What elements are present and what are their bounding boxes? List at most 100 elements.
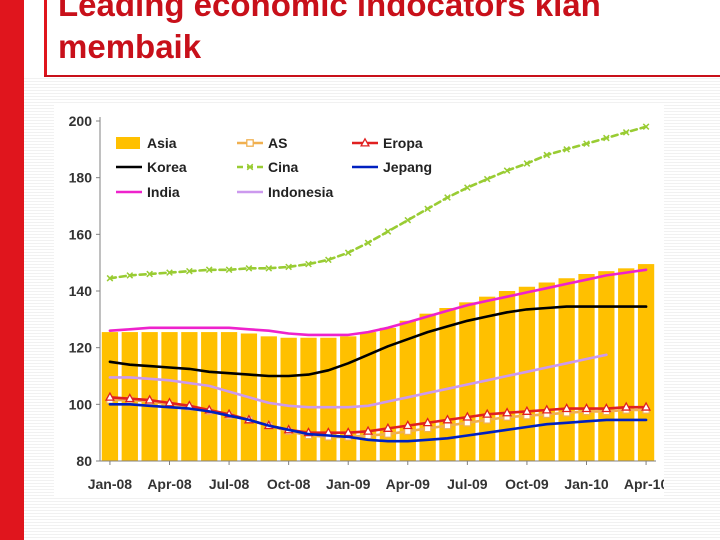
y-tick-label: 180 <box>69 170 93 186</box>
legend-label-jepang: Jepang <box>383 159 432 175</box>
y-tick-label: 160 <box>69 226 93 242</box>
point-eropa <box>343 427 354 437</box>
legend-swatch-asia <box>116 137 140 149</box>
bar-asia <box>220 332 238 461</box>
title-horizontal-rule <box>44 75 720 77</box>
x-tick-label: Jul-08 <box>209 476 250 492</box>
point-cina <box>563 146 570 153</box>
y-tick-label: 80 <box>76 453 92 469</box>
point-cina <box>205 266 213 274</box>
point-cina <box>344 249 352 257</box>
point-cina <box>265 265 273 272</box>
bar-asia <box>538 282 555 461</box>
point-cina <box>384 228 392 235</box>
point-cina <box>186 267 193 275</box>
point-eropa <box>124 393 135 403</box>
x-tick-label: Jan-08 <box>88 476 133 492</box>
y-tick-label: 120 <box>69 340 93 356</box>
x-tick-label: Oct-09 <box>505 476 549 492</box>
point-eropa <box>581 403 592 413</box>
title-vertical-rule <box>44 0 47 75</box>
point-cina <box>245 265 253 272</box>
legend-label-asia: Asia <box>147 135 177 151</box>
point-eropa <box>502 407 513 417</box>
bar-asia <box>181 332 198 461</box>
point-cina <box>305 260 312 268</box>
series-line-korea <box>108 305 648 378</box>
legend-label-indonesia: Indonesia <box>268 184 334 200</box>
point-cina <box>543 151 551 159</box>
series-line-jepang <box>108 403 648 443</box>
x-tick-label: Jan-10 <box>564 476 609 492</box>
legend-marker-eropa <box>360 137 370 147</box>
point-eropa <box>402 420 413 430</box>
series-line-cina <box>108 125 648 280</box>
point-cina <box>424 205 431 213</box>
legend-label-as: AS <box>268 135 287 151</box>
x-tick-label: Apr-09 <box>386 476 431 492</box>
point-cina <box>603 134 610 142</box>
point-eropa <box>144 394 155 404</box>
point-cina <box>642 123 650 130</box>
x-tick-label: Jan-09 <box>326 476 371 492</box>
series-line-india <box>108 268 648 337</box>
legend-marker-cina <box>246 163 254 171</box>
point-cina <box>166 269 173 276</box>
point-cina <box>225 266 233 274</box>
point-cina <box>285 263 292 271</box>
bar-asia <box>598 271 615 461</box>
bar-asia <box>161 332 178 461</box>
y-tick-label: 200 <box>69 113 93 129</box>
point-eropa <box>462 411 473 421</box>
point-cina <box>503 167 511 174</box>
x-tick-label: Jul-09 <box>447 476 488 492</box>
bar-asia <box>637 264 655 461</box>
point-cina <box>325 256 332 264</box>
x-tick-label: Apr-08 <box>147 476 192 492</box>
point-cina <box>464 184 471 191</box>
bar-asia <box>201 332 218 461</box>
bar-asia <box>578 274 595 461</box>
point-cina <box>483 175 491 183</box>
point-eropa <box>363 425 374 435</box>
series-line-eropa <box>108 396 648 434</box>
series-line-indonesia <box>108 353 608 409</box>
y-tick-label: 140 <box>69 283 93 299</box>
point-cina <box>404 216 412 224</box>
leading-indicators-chart: 80 100 120 140 160 180 200 Jan-08 Apr-08 Jul-08 Oc… <box>54 103 664 498</box>
bar-asia <box>618 268 635 461</box>
point-eropa <box>442 414 453 424</box>
left-accent-bar <box>0 0 24 540</box>
point-eropa <box>104 391 115 401</box>
point-cina <box>583 140 590 147</box>
point-eropa <box>382 422 393 432</box>
legend-marker-as <box>246 139 254 147</box>
bar-asia <box>260 336 277 461</box>
point-eropa <box>541 404 552 414</box>
point-cina <box>622 129 630 136</box>
point-eropa <box>164 397 175 407</box>
point-cina <box>106 274 114 282</box>
bar-asia <box>340 336 357 461</box>
point-eropa <box>641 401 652 411</box>
point-cina <box>523 160 531 167</box>
slide-title-line-1: Leading economic indocators kian <box>58 0 601 23</box>
point-eropa <box>482 408 493 418</box>
point-cina <box>146 270 153 278</box>
y-tick-label: 100 <box>69 396 93 412</box>
bar-asia <box>558 278 575 461</box>
legend-label-eropa: Eropa <box>383 135 423 151</box>
x-tick-label: Apr-10 <box>624 476 664 492</box>
point-cina <box>444 194 451 201</box>
slide-title: Leading economic indocators kian membaik <box>58 0 601 68</box>
point-cina <box>126 272 134 279</box>
bar-asia <box>300 337 317 461</box>
point-eropa <box>422 417 433 427</box>
bar-asia <box>518 286 536 461</box>
point-eropa <box>521 405 532 415</box>
bar-asia <box>359 332 377 461</box>
point-eropa <box>561 403 572 413</box>
slide-title-line-2: membaik <box>58 28 202 65</box>
bar-asia <box>280 337 297 461</box>
legend-label-korea: Korea <box>147 159 187 175</box>
